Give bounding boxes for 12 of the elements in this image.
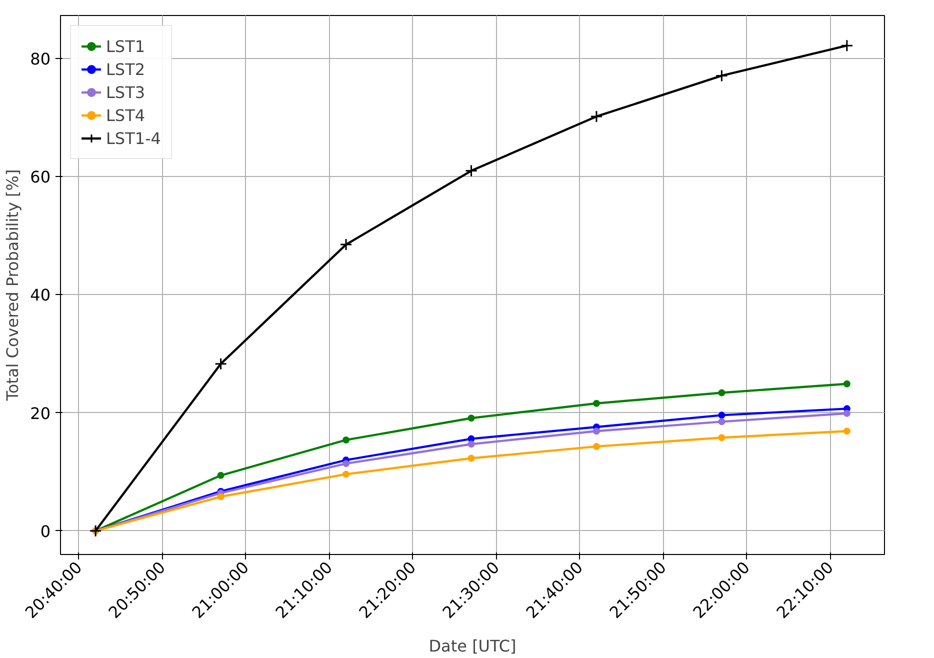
y-axis-title: Total Covered Probability [%] [3, 169, 22, 402]
legend-label: LST1 [106, 36, 146, 56]
y-tick-label: 40 [30, 286, 50, 305]
legend-label: LST4 [106, 106, 146, 124]
legend-label: LST2 [106, 60, 146, 78]
y-tick-label: 80 [30, 50, 50, 69]
y-tick-label: 60 [30, 168, 50, 187]
y-tick-label: 20 [30, 404, 50, 423]
legend-label: LST3 [106, 82, 146, 102]
y-tick-label: 0 [40, 522, 51, 541]
x-axis-title: Date [UTC] [428, 636, 516, 656]
legend-label: LST1-4 [106, 128, 161, 148]
